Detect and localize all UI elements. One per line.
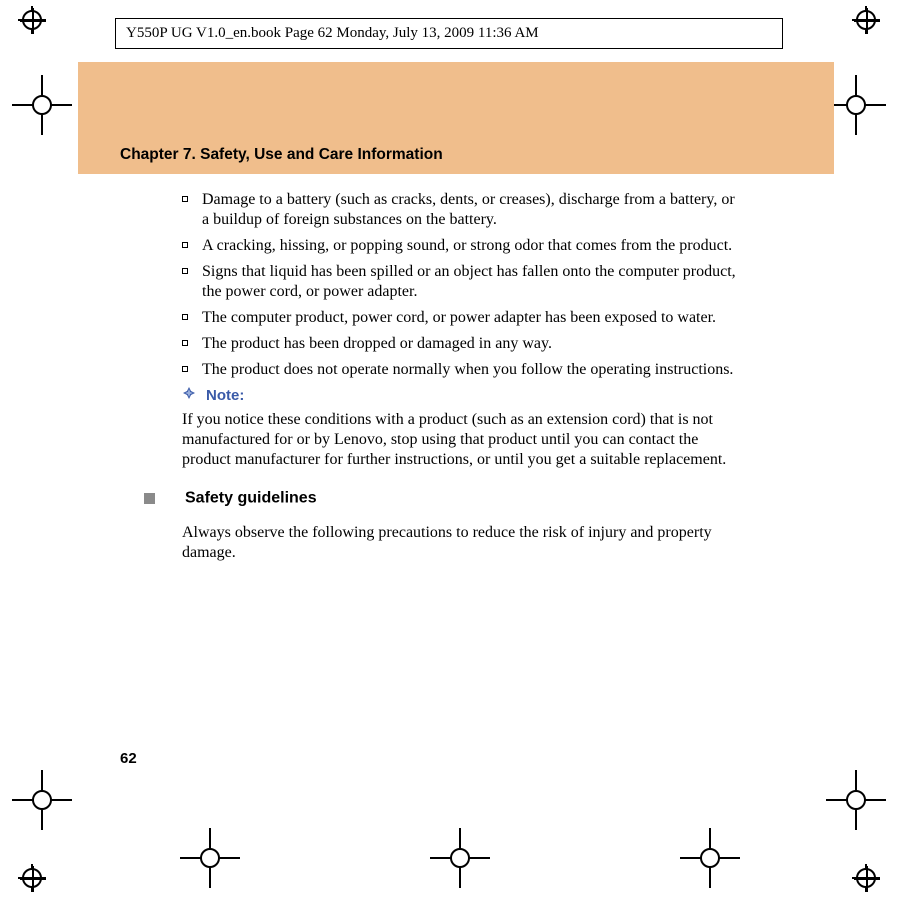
bullet-item: Signs that liquid has been spilled or an… <box>182 262 742 302</box>
print-meta-box: Y550P UG V1.0_en.book Page 62 Monday, Ju… <box>115 18 783 49</box>
crosshair-icon <box>826 75 886 135</box>
section-body: Always observe the following precautions… <box>182 523 742 563</box>
bullet-item: The product has been dropped or damaged … <box>182 334 742 354</box>
crosshair-icon <box>12 75 72 135</box>
bullet-item: The computer product, power cord, or pow… <box>182 308 742 328</box>
bullet-text: Signs that liquid has been spilled or an… <box>202 263 736 300</box>
bullet-text: Damage to a battery (such as cracks, den… <box>202 191 735 228</box>
crop-mark-icon <box>18 6 46 34</box>
bullet-item: The product does not operate normally wh… <box>182 360 742 380</box>
print-meta-text: Y550P UG V1.0_en.book Page 62 Monday, Ju… <box>126 25 539 41</box>
bullet-item: A cracking, hissing, or popping sound, o… <box>182 236 742 256</box>
crosshair-icon <box>12 770 72 830</box>
bullet-square-icon <box>182 242 188 248</box>
bullet-square-icon <box>182 340 188 346</box>
note-body: If you notice these conditions with a pr… <box>182 410 742 470</box>
page: Y550P UG V1.0_en.book Page 62 Monday, Ju… <box>0 0 898 898</box>
bullet-text: The product has been dropped or damaged … <box>202 335 552 352</box>
page-content: Damage to a battery (such as cracks, den… <box>182 190 742 563</box>
bullet-text: A cracking, hissing, or popping sound, o… <box>202 237 732 254</box>
crop-mark-icon <box>18 864 46 892</box>
crosshair-icon <box>430 828 490 888</box>
crop-mark-icon <box>852 864 880 892</box>
bullet-square-icon <box>182 314 188 320</box>
bullet-text: The computer product, power cord, or pow… <box>202 309 716 326</box>
crosshair-icon <box>826 770 886 830</box>
bullet-square-icon <box>182 268 188 274</box>
bullet-text: The product does not operate normally wh… <box>202 361 733 378</box>
section-title: Safety guidelines <box>185 490 317 507</box>
bullet-list: Damage to a battery (such as cracks, den… <box>182 190 742 380</box>
bullet-square-icon <box>182 196 188 202</box>
section-square-icon <box>144 493 155 504</box>
bullet-item: Damage to a battery (such as cracks, den… <box>182 190 742 230</box>
note-label: Note: <box>206 387 244 404</box>
crosshair-icon <box>680 828 740 888</box>
note-heading: Note: <box>182 386 742 406</box>
section-heading: Safety guidelines <box>144 488 742 508</box>
page-number: 62 <box>120 750 137 767</box>
crosshair-icon <box>180 828 240 888</box>
note-icon <box>182 386 196 406</box>
crop-mark-icon <box>852 6 880 34</box>
chapter-title: Chapter 7. Safety, Use and Care Informat… <box>120 146 443 164</box>
bullet-square-icon <box>182 366 188 372</box>
